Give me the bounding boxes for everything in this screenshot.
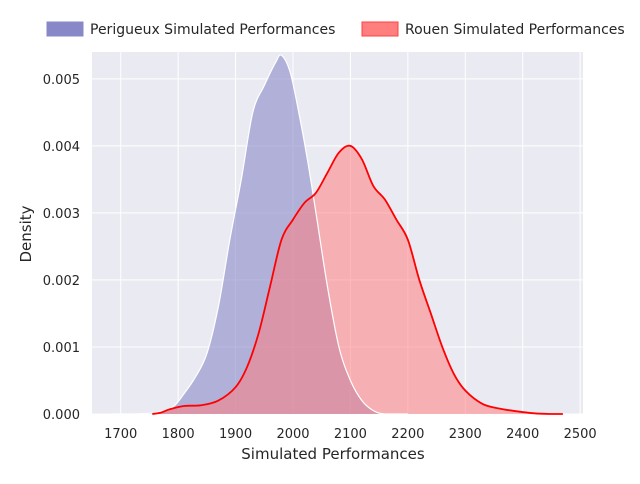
y-tick-label: 0.001 xyxy=(43,341,80,356)
y-tick-label: 0.003 xyxy=(43,207,80,222)
y-tick-label: 0.005 xyxy=(43,73,80,88)
x-tick-label: 1800 xyxy=(162,427,195,442)
series-line-0 xyxy=(112,54,408,415)
x-axis-ticks: 1700 1800 1900 2000 2100 2200 2300 2400 2500 xyxy=(104,427,597,442)
legend-label-rouen: Rouen Simulated Performances xyxy=(405,22,625,38)
legend: Perigueux Simulated Performances Rouen S… xyxy=(46,21,625,38)
x-tick-label: 2400 xyxy=(506,427,539,442)
series-layer xyxy=(112,54,563,415)
x-tick-label: 2100 xyxy=(334,427,367,442)
legend-swatch-rouen xyxy=(361,21,399,37)
x-tick-label: 2000 xyxy=(276,427,309,442)
y-axis-ticks: 0.000 0.001 0.002 0.003 0.004 0.005 xyxy=(43,73,80,423)
x-tick-label: 1900 xyxy=(219,427,252,442)
y-tick-label: 0.002 xyxy=(43,274,80,289)
series-line-1 xyxy=(152,144,563,415)
legend-swatch-perigueux xyxy=(46,21,84,37)
x-tick-label: 2200 xyxy=(391,427,424,442)
x-tick-label: 2500 xyxy=(564,427,597,442)
y-axis-label: Density xyxy=(17,205,35,262)
x-tick-label: 1700 xyxy=(104,427,137,442)
x-tick-label: 2300 xyxy=(449,427,482,442)
y-tick-label: 0.004 xyxy=(43,140,80,155)
x-axis-label: Simulated Performances xyxy=(241,445,425,463)
y-tick-label: 0.000 xyxy=(43,408,80,423)
legend-label-perigueux: Perigueux Simulated Performances xyxy=(90,22,335,38)
